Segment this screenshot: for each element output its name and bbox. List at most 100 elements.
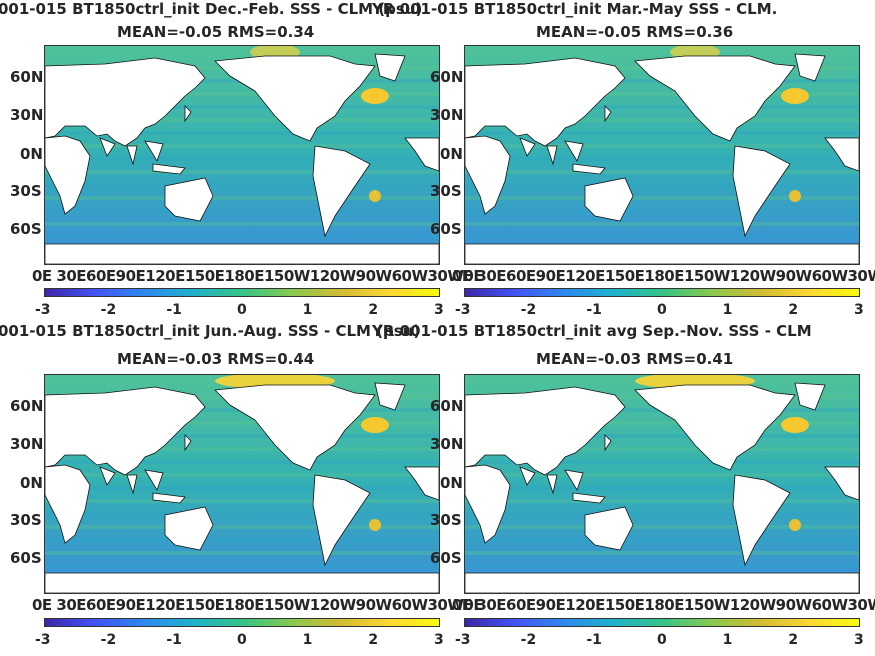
land-mass [126,474,138,495]
anomaly-band [45,512,439,516]
colorbar-tick-label: -2 [100,632,117,648]
anomaly-band [465,222,859,226]
anomaly-band [45,486,439,490]
map-plot [44,45,440,265]
latitude-tick-label: 30S [430,511,462,529]
land-mass [184,434,192,452]
colorbar-tick-label: 0 [237,302,247,318]
colorbar-tick-label: 0 [657,632,667,648]
anomaly-band [465,105,859,109]
latitude-tick-label: 0N [20,145,43,163]
anomaly-band [45,525,439,529]
anomaly-band [465,131,859,135]
land-mass [312,145,371,238]
colorbar-tick-label: 2 [788,302,799,318]
anomaly-band [465,235,859,239]
panel-title: 001-015 BT1850ctrl_init Jun.-Aug. SSS - … [0,322,421,340]
colorbar-tick-label: -2 [100,302,117,318]
land-mass [164,177,214,222]
land-mass [572,492,606,504]
panel-stats: MEAN=-0.03 RMS=0.41 [536,350,734,368]
longitude-tick-labels: 0E 30E60E90E120E150E180E150W120W90W60W30… [452,267,875,285]
colorbar-tick-label: 2 [788,632,799,648]
colorbar-tick-label: -1 [166,302,182,318]
anomaly-band [465,486,859,490]
latitude-tick-label: 60S [10,220,42,238]
latitude-tick-label: 30S [10,182,42,200]
land-mass [144,469,164,491]
colorbar-tick-label: 1 [722,632,733,648]
colorbar-tick-label: 1 [722,302,733,318]
latitude-tick-label: 0N [440,474,463,492]
land-mass [152,163,186,175]
land-mass [564,140,584,162]
land-mass [404,137,439,172]
land-mass [634,384,796,471]
latitude-tick-label: 60N [10,68,44,86]
anomaly-band [465,564,859,568]
longitude-tick-labels: 0E 30E60E90E120E150E180E150W120W90W60W30… [32,267,484,285]
anomaly-band [45,499,439,503]
anomaly-band [465,157,859,161]
latitude-tick-label: 60S [430,549,462,567]
gulf-stream-anomaly [781,88,809,104]
anomaly-band [45,92,439,96]
land-mass [45,386,206,476]
land-mass [374,53,406,82]
latitude-tick-label: 30S [10,511,42,529]
map-plot [464,45,860,265]
south-atlantic-anomaly [369,190,381,202]
latitude-tick-label: 30S [430,182,462,200]
panel-stats: MEAN=-0.03 RMS=0.44 [117,350,315,368]
land-mass [465,57,626,147]
land-mass [604,434,612,452]
anomaly-band [45,131,439,135]
anomaly-band [465,170,859,174]
land-mass [45,572,439,593]
anomaly-band [465,460,859,464]
south-atlantic-anomaly [789,519,801,531]
land-mass [584,506,634,551]
land-mass [45,135,91,215]
colorbar-tick-label: 0 [237,632,247,648]
land-mass [794,53,826,82]
land-mass [99,466,116,486]
anomaly-band [45,421,439,425]
land-mass [465,243,859,264]
land-mass [45,57,206,147]
panel-stats: MEAN=-0.05 RMS=0.36 [536,23,734,41]
anomaly-band [45,196,439,200]
anomaly-band [45,157,439,161]
anomaly-band [45,105,439,109]
land-mass [214,55,376,142]
land-mass [152,492,186,504]
colorbar-tick-label: 1 [302,302,313,318]
longitude-tick-labels: 0E 30E60E90E120E150E180E150W120W90W60W30… [32,596,484,614]
anomaly-band [45,434,439,438]
land-mass [404,466,439,501]
colorbar [44,288,440,297]
colorbar-tick-label: -3 [455,632,471,648]
map-plot [464,374,860,594]
latitude-tick-label: 30N [10,106,44,124]
colorbar-tick-label: 3 [854,632,864,648]
map-plot [44,374,440,594]
anomaly-band [45,447,439,451]
colorbar-tick-label: 0 [657,302,667,318]
land-mass [184,105,192,123]
land-mass [126,145,138,166]
land-mass [794,382,826,411]
panel-stats: MEAN=-0.05 RMS=0.34 [117,23,315,41]
land-mass [572,163,606,175]
anomaly-band [465,473,859,477]
land-mass [546,474,558,495]
land-mass [214,384,376,471]
gulf-stream-anomaly [781,417,809,433]
land-mass [465,464,511,544]
latitude-tick-label: 0N [20,474,43,492]
land-mass [519,137,536,157]
land-mass [604,105,612,123]
colorbar-tick-label: 3 [434,302,444,318]
anomaly-band [45,235,439,239]
anomaly-band [465,447,859,451]
